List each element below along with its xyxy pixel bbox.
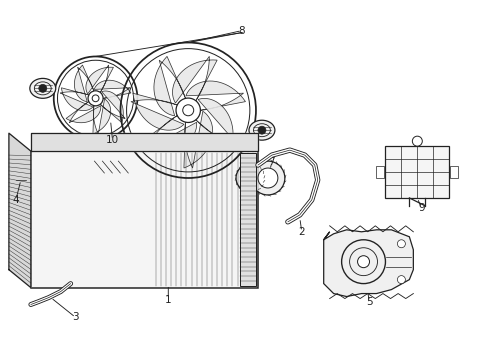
Circle shape xyxy=(397,276,405,284)
Text: 6: 6 xyxy=(239,183,245,193)
Text: 4: 4 xyxy=(13,195,19,205)
Text: 9: 9 xyxy=(418,203,425,213)
Polygon shape xyxy=(60,88,93,111)
Text: 1: 1 xyxy=(165,294,172,305)
Polygon shape xyxy=(86,65,114,94)
Polygon shape xyxy=(154,57,186,116)
Text: 7: 7 xyxy=(269,157,275,167)
Bar xyxy=(386,146,449,198)
Text: 10: 10 xyxy=(106,135,119,145)
Text: 3: 3 xyxy=(73,312,79,323)
Ellipse shape xyxy=(14,175,28,185)
Polygon shape xyxy=(140,116,196,150)
Ellipse shape xyxy=(249,120,275,140)
Circle shape xyxy=(413,136,422,146)
Bar xyxy=(240,153,256,285)
Bar xyxy=(450,166,458,178)
Polygon shape xyxy=(31,133,258,151)
Polygon shape xyxy=(186,81,245,110)
Polygon shape xyxy=(184,111,213,168)
Polygon shape xyxy=(196,98,236,150)
Circle shape xyxy=(358,256,369,268)
Bar xyxy=(376,166,385,178)
Bar xyxy=(31,151,258,288)
Circle shape xyxy=(251,161,285,195)
Polygon shape xyxy=(93,99,111,134)
Text: 2: 2 xyxy=(298,227,305,237)
Circle shape xyxy=(183,105,194,116)
Ellipse shape xyxy=(30,78,56,98)
Circle shape xyxy=(258,126,266,134)
Polygon shape xyxy=(100,91,125,123)
Text: 5: 5 xyxy=(366,297,373,306)
Circle shape xyxy=(397,240,405,248)
Polygon shape xyxy=(74,65,94,102)
Circle shape xyxy=(39,84,47,92)
Polygon shape xyxy=(94,80,131,98)
Circle shape xyxy=(236,164,264,192)
Polygon shape xyxy=(324,230,414,297)
Circle shape xyxy=(92,95,99,102)
Polygon shape xyxy=(131,93,184,130)
Polygon shape xyxy=(66,102,101,123)
Circle shape xyxy=(258,168,278,188)
Polygon shape xyxy=(172,57,217,103)
Text: 8: 8 xyxy=(239,26,245,36)
Polygon shape xyxy=(9,133,31,288)
Circle shape xyxy=(242,170,258,186)
